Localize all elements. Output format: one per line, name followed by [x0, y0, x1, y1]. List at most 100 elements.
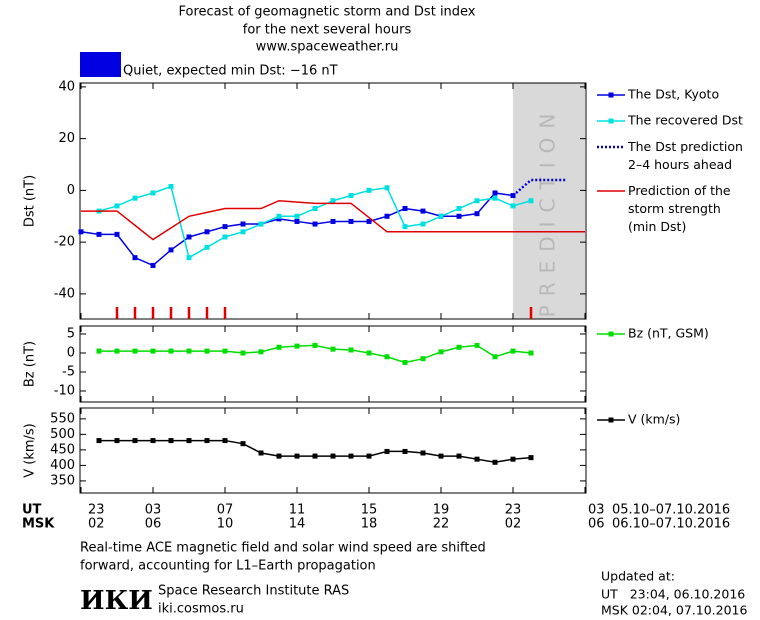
footer-note: Real-time ACE magnetic field and solar w…	[80, 541, 486, 556]
data-point	[222, 224, 228, 230]
y-axis-title: V (km/s)	[23, 423, 38, 478]
time-tick-label: 14	[289, 517, 306, 532]
panel-frame	[79, 407, 587, 494]
data-point	[186, 438, 192, 444]
legend-marker	[608, 331, 614, 337]
time-tick-label: 06	[145, 517, 162, 532]
data-point	[528, 198, 534, 204]
time-tick-label: 10	[217, 517, 234, 532]
time-tick-label: 06	[588, 517, 605, 532]
data-point	[150, 262, 156, 268]
panel-frame	[79, 82, 587, 320]
y-tick-label: 450	[50, 442, 75, 457]
data-point	[510, 203, 516, 209]
data-point	[330, 218, 336, 224]
data-point	[258, 450, 264, 456]
data-point	[96, 438, 102, 444]
time-tick-label: 15	[361, 503, 378, 518]
data-point	[366, 218, 372, 224]
time-range: 06.10–07.10.2016	[612, 517, 730, 532]
data-point	[132, 255, 138, 261]
y-tick-label: -5	[62, 364, 75, 379]
title-line: Forecast of geomagnetic storm and Dst in…	[178, 5, 475, 20]
data-point	[114, 438, 120, 444]
data-point	[294, 453, 300, 459]
legend-marker	[608, 118, 614, 124]
data-point	[276, 216, 282, 222]
legend-label: The Dst, Kyoto	[627, 87, 719, 102]
time-tick-label: 03	[588, 503, 605, 518]
data-point	[96, 231, 102, 237]
time-row-name: UT	[22, 503, 42, 518]
panel-frame	[79, 325, 587, 403]
time-tick-label: 23	[505, 503, 522, 518]
data-point	[240, 229, 246, 235]
data-point	[510, 348, 516, 354]
data-point	[186, 234, 192, 240]
data-point	[528, 455, 534, 461]
data-point	[258, 221, 264, 227]
data-point	[186, 255, 192, 261]
status-swatch	[80, 52, 121, 77]
data-point	[402, 224, 408, 230]
data-point	[348, 347, 354, 353]
data-point	[204, 229, 210, 235]
data-point	[366, 350, 372, 356]
legend-label: The Dst prediction 2–4 hours ahead	[627, 139, 743, 172]
data-point	[456, 213, 462, 219]
data-point	[240, 221, 246, 227]
data-point	[384, 354, 390, 360]
data-point	[348, 193, 354, 199]
data-point	[492, 354, 498, 360]
y-tick-label: 550	[50, 411, 75, 426]
data-point	[204, 244, 210, 250]
y-tick-label: 20	[58, 131, 75, 146]
data-point	[168, 184, 174, 190]
data-point	[474, 211, 480, 217]
data-point	[474, 198, 480, 204]
y-tick-label: 400	[50, 458, 75, 473]
data-point	[420, 356, 426, 362]
data-point	[240, 441, 246, 447]
title-line: for the next several hours	[243, 23, 412, 38]
data-point	[132, 438, 138, 444]
data-point	[168, 348, 174, 354]
series-line	[512, 178, 567, 197]
updated-title: Updated at:	[601, 569, 675, 584]
prediction-region	[513, 83, 585, 319]
updated-line: MSK 02:04, 07.10.2016	[601, 603, 747, 618]
status-text: Quiet, expected min Dst: −16 nT	[123, 64, 338, 79]
time-row-name: MSK	[22, 517, 55, 532]
legend-label: The recovered Dst	[627, 113, 743, 128]
y-tick-label: 350	[50, 473, 75, 488]
y-tick-label: 0	[67, 183, 75, 198]
data-point	[492, 459, 498, 465]
data-point	[384, 185, 390, 191]
data-point	[222, 348, 228, 354]
data-point	[258, 349, 264, 355]
institute: Space Research Institute RAS	[158, 584, 349, 599]
panel: PREDICTION -40 -20 0 20 40 Dst (nT) The Dst, Ky…	[23, 79, 743, 320]
time-tick-label: 18	[361, 517, 378, 532]
data-point	[492, 195, 498, 201]
data-point	[330, 346, 336, 352]
data-point	[348, 453, 354, 459]
data-point	[132, 348, 138, 354]
data-point	[330, 453, 336, 459]
data-point	[276, 213, 282, 219]
data-point	[402, 359, 408, 365]
time-tick-label: 19	[433, 503, 450, 518]
series-line	[81, 199, 585, 241]
data-point	[456, 206, 462, 212]
data-point	[312, 206, 318, 212]
data-point	[294, 343, 300, 349]
time-tick-label: 22	[433, 517, 450, 532]
data-point	[276, 453, 282, 459]
title-line: www.spaceweather.ru	[256, 40, 399, 55]
data-point	[294, 213, 300, 219]
site: iki.cosmos.ru	[158, 602, 244, 617]
data-point	[222, 234, 228, 240]
data-point	[402, 206, 408, 212]
data-point	[366, 187, 372, 193]
